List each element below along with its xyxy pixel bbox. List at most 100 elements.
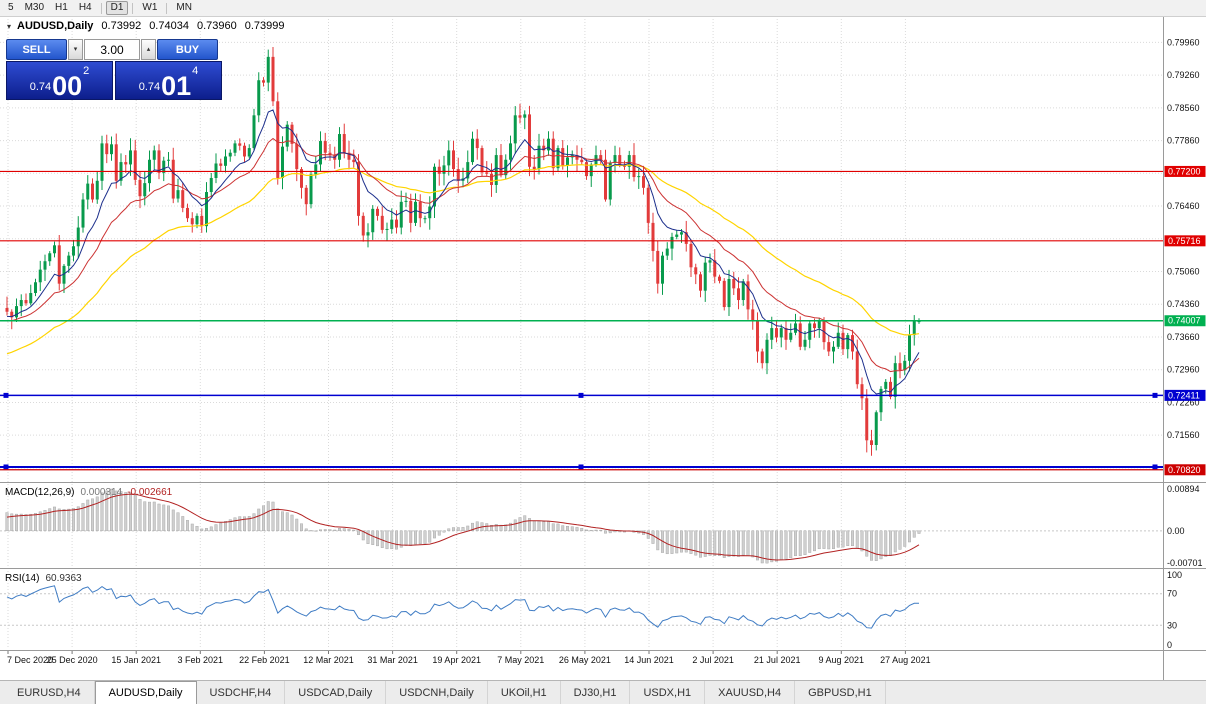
candle-body [561, 148, 565, 166]
timeframe-button-d1[interactable]: D1 [105, 1, 129, 15]
timeframe-button-h4[interactable]: H4 [74, 1, 97, 15]
line-handle[interactable] [3, 392, 9, 398]
buy-price-panel[interactable]: 0.74 01 4 [115, 61, 222, 100]
timeframe-button-5[interactable]: 5 [3, 1, 19, 15]
candle-body [138, 179, 142, 197]
one-click-trading-widget: SELL ▾ ▴ BUY 0.74 00 2 0.74 01 4 [6, 39, 222, 100]
candle-body [798, 323, 802, 347]
candle-body [741, 281, 745, 301]
macd-histogram-bar [190, 523, 194, 532]
tab-usdchf-h4[interactable]: USDCHF,H4 [197, 681, 286, 704]
macd-histogram-bar [290, 514, 294, 532]
macd-histogram-bar [613, 530, 617, 533]
candle-body [518, 115, 522, 118]
macd-histogram-bar [428, 530, 432, 543]
candle-body [290, 124, 294, 144]
buy-button[interactable]: BUY [157, 39, 218, 60]
macd-histogram-bar [551, 523, 555, 532]
macd-histogram-bar [167, 505, 170, 532]
rsi-line [6, 585, 919, 629]
line-handle[interactable] [1152, 464, 1158, 470]
candle-body [338, 134, 341, 160]
line-handle[interactable] [578, 392, 584, 398]
tab-usdcad-daily[interactable]: USDCAD,Daily [285, 681, 387, 704]
tab-eurusd-h4[interactable]: EURUSD,H4 [4, 681, 95, 704]
macd-histogram-bar [523, 515, 527, 532]
ma-medium-line [6, 137, 920, 373]
timeframe-button-w1[interactable]: W1 [137, 1, 162, 15]
volume-decrease-button[interactable]: ▾ [68, 39, 83, 60]
macd-histogram-bar [271, 501, 275, 532]
price-axis-label: 0.73660 [1167, 332, 1200, 342]
macd-histogram-bar [575, 527, 579, 532]
macd-histogram-bar [295, 518, 299, 532]
candle-body [114, 144, 118, 181]
candle-body [889, 381, 892, 397]
candle-body [357, 162, 360, 216]
tab-audusd-daily[interactable]: AUDUSD,Daily [94, 681, 197, 704]
volume-input[interactable] [84, 39, 140, 60]
macd-histogram-bar [841, 530, 845, 548]
candle-body [124, 162, 128, 165]
timeframe-button-mn[interactable]: MN [171, 1, 197, 15]
macd-histogram-bar [133, 495, 137, 532]
macd-signal-line [6, 493, 920, 561]
macd-histogram-bar [670, 530, 674, 554]
macd-histogram-bar [262, 505, 265, 532]
candle-body [646, 187, 650, 223]
candle-body [846, 335, 850, 350]
candle-body [323, 141, 327, 153]
tab-gbpusd-h1[interactable]: GBPUSD,H1 [795, 681, 886, 704]
tab-xauusd-h4[interactable]: XAUUSD,H4 [705, 681, 796, 704]
candle-body [214, 163, 218, 178]
macd-histogram-bar [461, 527, 465, 532]
candle-body [817, 321, 821, 329]
candle-body [908, 335, 911, 361]
macd-histogram-bar [214, 524, 218, 532]
macd-label: MACD(12,26,9) 0.000314 -0.002661 [5, 487, 173, 498]
date-axis-label: 26 May 2021 [559, 655, 611, 665]
candle-body [575, 155, 579, 160]
macd-histogram-bar [851, 530, 854, 547]
tab-usdx-h1[interactable]: USDX,H1 [630, 681, 706, 704]
sell-price-panel[interactable]: 0.74 00 2 [6, 61, 113, 100]
line-handle[interactable] [578, 464, 584, 470]
tab-dj30-h1[interactable]: DJ30,H1 [561, 681, 631, 704]
ohlc-low: 0.73960 [196, 20, 237, 32]
candle-body [328, 152, 332, 156]
candle-body [732, 278, 736, 289]
macd-histogram-bar [547, 521, 550, 532]
candle-body [556, 148, 560, 169]
timeframe-button-m30[interactable]: M30 [20, 1, 49, 15]
candle-body [528, 114, 531, 167]
candle-body [718, 276, 721, 281]
date-axis-label: 12 Mar 2021 [303, 655, 354, 665]
timeframe-button-h1[interactable]: H1 [50, 1, 73, 15]
macd-histogram-bar [699, 530, 702, 558]
candle-body [661, 255, 664, 284]
candle-body [133, 150, 137, 180]
candle-body [247, 148, 251, 157]
candle-body [309, 174, 313, 205]
candle-body [789, 332, 793, 340]
tab-ukoil-h1[interactable]: UKOil,H1 [488, 681, 561, 704]
macd-histogram-bar [884, 530, 888, 557]
macd-histogram-bar [908, 530, 911, 543]
one-click-prices-row: 0.74 00 2 0.74 01 4 [6, 61, 222, 100]
tab-usdcnh-daily[interactable]: USDCNH,Daily [386, 681, 488, 704]
macd-histogram-bar [494, 524, 498, 532]
candle-body [855, 351, 859, 385]
sell-button[interactable]: SELL [6, 39, 67, 60]
candle-body [437, 166, 441, 174]
date-axis-label: 21 Jul 2021 [754, 655, 801, 665]
line-handle[interactable] [1152, 392, 1158, 398]
macd-histogram-bar [703, 530, 707, 557]
macd-histogram-bar [409, 530, 413, 546]
volume-increase-button[interactable]: ▴ [141, 39, 156, 60]
macd-histogram-bar [200, 528, 204, 532]
macd-histogram-bar [542, 521, 546, 532]
line-handle[interactable] [3, 464, 9, 470]
candle-body [860, 384, 864, 399]
candle-body [684, 232, 688, 244]
